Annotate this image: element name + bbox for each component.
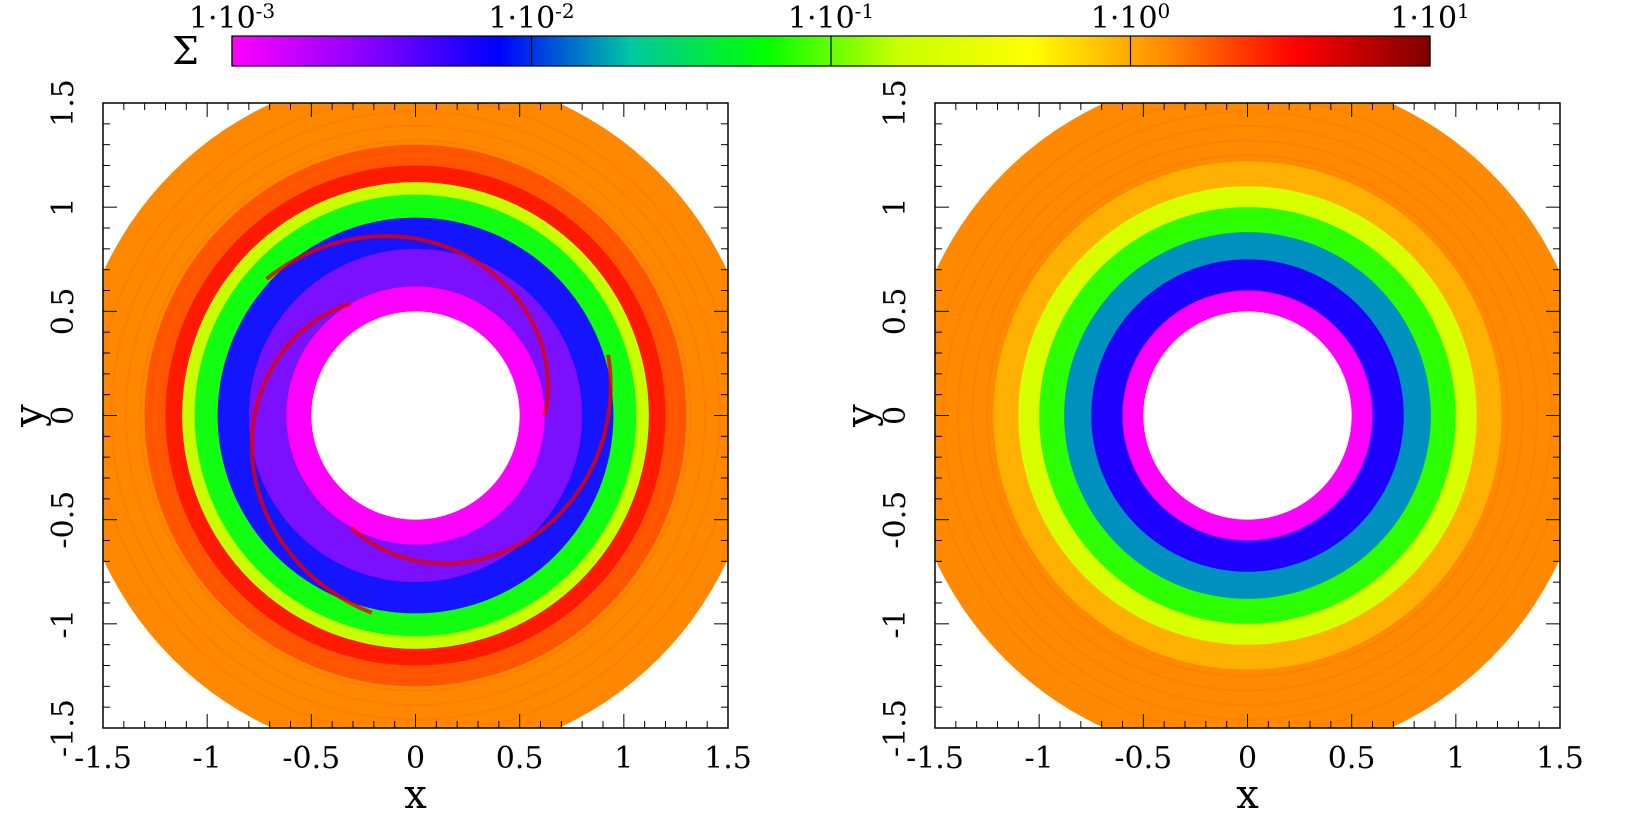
y-tick-label: 0	[878, 406, 913, 425]
colorbar-tick-label: 1·10-3	[189, 0, 275, 36]
x-tick-label: 0	[1238, 741, 1257, 776]
x-tick-label: -0.5	[282, 741, 340, 776]
y-tick-label: -0.5	[46, 491, 81, 549]
colorbar-tick-label: 1·100	[1091, 0, 1171, 36]
colorbar-label: Σ	[172, 29, 199, 73]
panel-right: -1.5 -1 -0.5 0 0.5 1 1.5 -1.5 -1 -0.5 0 0.5 1 1.5 x y	[838, 79, 1584, 818]
x-tick-label: -1	[1025, 741, 1054, 776]
x-tick-label: -1	[193, 741, 222, 776]
y-tick-label: -1.5	[46, 699, 81, 757]
y-tick-label: 1	[878, 198, 913, 217]
colorbar-ticks: 1·10-3 1·10-2 1·10-1 1·100 1·101	[189, 0, 1470, 67]
x-tick-label: 0.5	[496, 741, 544, 776]
y-tick-label: -1	[878, 609, 913, 638]
axis-ticks	[934, 102, 1561, 729]
y-axis-label: y	[838, 404, 884, 428]
ripple-ring	[956, 124, 1539, 707]
x-tick-label: -1.5	[906, 741, 964, 776]
x-tick-label: 1.5	[1536, 741, 1584, 776]
x-axis-label: x	[404, 772, 427, 818]
x-axis-label: x	[1236, 772, 1259, 818]
ripple-ring	[154, 154, 677, 677]
ripple-ring	[124, 124, 707, 707]
y-tick-label: -1	[46, 609, 81, 638]
colorbar: Σ 1·10-3 1·10-2 1·10-1 1·100 1·101	[172, 0, 1470, 73]
ripple-ring	[139, 139, 692, 692]
y-tick-label: 1.5	[878, 79, 913, 127]
x-tick-label: -1.5	[74, 741, 132, 776]
ripple-ring	[971, 139, 1524, 692]
x-tick-label: 0.5	[1328, 741, 1376, 776]
density-field	[935, 103, 1560, 728]
y-tick-label: -0.5	[878, 491, 913, 549]
panel-left: -1.5 -1 -0.5 0 0.5 1 1.5 -1.5 -1 -0.5 0 0.5 1 1.5 x y	[6, 79, 752, 818]
inner-hole	[311, 311, 520, 520]
spiral-arm	[349, 354, 613, 566]
x-tick-label: 0	[406, 741, 425, 776]
y-tick-label: 1	[46, 198, 81, 217]
x-tick-label: 1	[1446, 741, 1465, 776]
colorbar-tick-label: 1·101	[1390, 0, 1470, 36]
colorbar-tick-label: 1·10-2	[488, 0, 574, 36]
y-tick-label: 0.5	[878, 287, 913, 335]
x-tick-label: -0.5	[1114, 741, 1172, 776]
x-tick-label: 1.5	[704, 741, 752, 776]
spiral-arm	[249, 301, 373, 615]
y-tick-label: 0.5	[46, 287, 81, 335]
spiral-arm	[265, 234, 550, 416]
y-tick-label: 0	[46, 406, 81, 425]
y-tick-label: 1.5	[46, 79, 81, 127]
y-tick-label: -1.5	[878, 699, 913, 757]
colorbar-tick-label: 1·10-1	[788, 0, 874, 36]
x-tick-label: 1	[614, 741, 633, 776]
inner-hole	[1143, 311, 1352, 520]
colorbar-frame	[231, 35, 1431, 67]
axis-ticks	[102, 102, 729, 729]
ripple-ring	[986, 154, 1509, 677]
y-axis-label: y	[6, 404, 52, 428]
density-field	[103, 103, 728, 728]
